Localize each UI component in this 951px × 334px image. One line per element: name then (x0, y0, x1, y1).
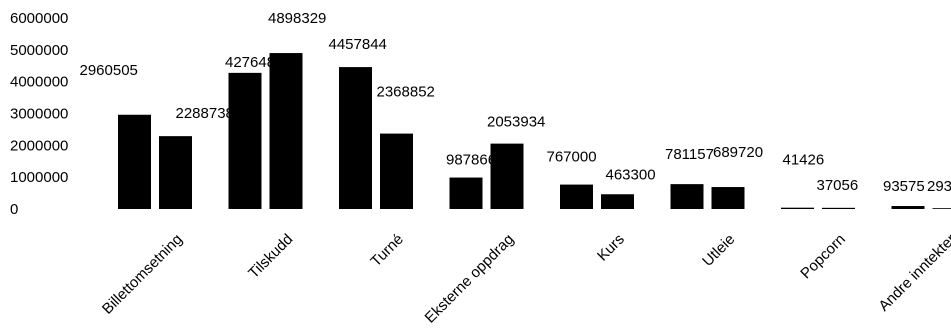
data-label: 4276481 (225, 54, 283, 71)
bars (118, 53, 951, 210)
data-label: 987866 (446, 152, 496, 169)
y-tick-label: 1000000 (10, 169, 68, 186)
x-tick-label: Utleie (699, 231, 738, 270)
bar (670, 184, 704, 209)
x-tick-label: Andre inntekter (875, 231, 951, 315)
bar (159, 136, 192, 209)
y-tick-label: 6000000 (10, 10, 68, 27)
data-label: 41426 (783, 152, 825, 169)
data-label: 2960505 (80, 62, 138, 79)
data-label: 4457844 (329, 36, 387, 53)
x-tick-label: Popcorn (797, 231, 849, 283)
bar (711, 187, 745, 209)
data-label: 767000 (547, 149, 597, 166)
bar (781, 207, 814, 209)
data-label: 2936 (927, 178, 951, 195)
data-label: 93575 (883, 178, 925, 195)
data-label: 2368852 (377, 84, 435, 101)
y-axis: 0 1000000 2000000 3000000 4000000 5000000 6000… (10, 10, 68, 218)
bar (118, 114, 151, 209)
data-label: 689720 (713, 144, 763, 161)
bar (601, 194, 634, 209)
bar (490, 143, 524, 209)
data-label: 2053934 (487, 114, 545, 131)
data-label: 37056 (817, 177, 859, 194)
y-tick-label: 5000000 (10, 42, 68, 59)
x-tick-label: Turné (367, 231, 406, 270)
y-tick-label: 4000000 (10, 74, 68, 91)
data-label: 2288738 (176, 105, 234, 122)
bar (269, 53, 303, 210)
x-axis: Billettomsetning Tilskudd Turné Eksterne op… (99, 231, 951, 327)
bar (228, 72, 262, 209)
bar (339, 67, 372, 209)
y-tick-label: 2000000 (10, 137, 68, 154)
x-tick-label: Tilskudd (245, 231, 296, 282)
x-tick-label: Billettomsetning (99, 231, 186, 318)
bar (380, 133, 413, 209)
data-label: 781157 (665, 146, 714, 163)
data-label: 4898329 (268, 10, 326, 27)
bar (891, 206, 925, 209)
bar (932, 208, 951, 209)
x-tick-label: Kurs (594, 231, 628, 265)
bar (560, 184, 593, 209)
bar (822, 207, 855, 209)
y-tick-label: 0 (10, 201, 18, 218)
bar (449, 177, 483, 209)
y-tick-label: 3000000 (10, 106, 68, 123)
x-tick-label: Eksterne oppdrag (422, 231, 518, 327)
data-label: 463300 (606, 166, 656, 183)
